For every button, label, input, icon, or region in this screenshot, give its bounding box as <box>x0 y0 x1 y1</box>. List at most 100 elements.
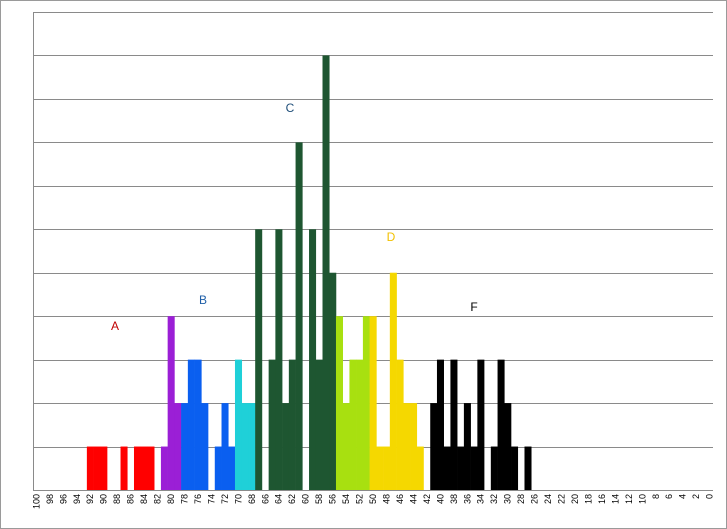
x-tick-label: 76 <box>193 494 203 504</box>
bar <box>181 403 189 490</box>
bar <box>194 359 202 490</box>
x-tick-label: 60 <box>301 494 311 504</box>
bar <box>100 446 108 490</box>
x-tick-label: 36 <box>462 494 472 504</box>
bar <box>329 272 337 490</box>
bar <box>275 229 283 491</box>
bar <box>396 359 404 490</box>
x-tick-label: 82 <box>153 494 163 504</box>
x-tick-label: 100 <box>31 494 41 509</box>
bar <box>315 359 323 490</box>
x-tick-label: 14 <box>610 494 620 504</box>
x-tick-label: 56 <box>328 494 338 504</box>
bar <box>93 446 101 490</box>
x-tick-label: 64 <box>274 494 284 504</box>
bar <box>410 403 418 490</box>
x-tick-label: 88 <box>112 494 122 504</box>
bar <box>160 446 168 490</box>
bar <box>477 359 485 490</box>
x-tick-label: 46 <box>395 494 405 504</box>
bar <box>147 446 155 490</box>
bar <box>497 359 505 490</box>
x-tick-label: 16 <box>597 494 607 504</box>
bar <box>369 316 377 490</box>
annotation: B <box>199 293 207 307</box>
bar <box>403 403 411 490</box>
x-tick-label: 96 <box>58 494 68 504</box>
annotation: D <box>387 230 396 244</box>
x-tick-label: 94 <box>72 494 82 504</box>
annotation: A <box>111 319 119 333</box>
bar <box>282 403 290 490</box>
x-tick-label: 92 <box>85 494 95 504</box>
bar <box>470 446 478 490</box>
x-tick-label: 2 <box>691 494 701 499</box>
bar <box>335 316 344 490</box>
x-tick-label: 68 <box>247 494 257 504</box>
bar <box>167 316 175 490</box>
bar <box>214 446 222 490</box>
bar <box>443 446 451 490</box>
bar <box>295 142 303 490</box>
x-tick-label: 80 <box>166 494 176 504</box>
x-tick-label: 90 <box>99 494 109 504</box>
bar <box>255 229 263 491</box>
bar <box>133 446 142 490</box>
bar <box>430 403 438 490</box>
x-tick-label: 30 <box>503 494 513 504</box>
x-tick-label: 84 <box>139 494 149 504</box>
bar <box>86 446 94 490</box>
x-tick-label: 50 <box>368 494 378 504</box>
annotation: F <box>470 300 477 314</box>
bar <box>389 272 397 490</box>
x-tick-label: 6 <box>664 494 674 499</box>
x-tick-label: 26 <box>530 494 540 504</box>
bar <box>524 446 532 490</box>
bar <box>228 446 236 490</box>
bar <box>463 403 471 490</box>
x-tick-label: 34 <box>476 494 486 504</box>
x-tick-label: 0 <box>705 494 715 499</box>
bar <box>457 446 465 490</box>
x-tick-label: 32 <box>489 494 499 504</box>
bar <box>322 55 330 491</box>
bar <box>248 403 256 490</box>
x-tick-label: 52 <box>355 494 365 504</box>
bar <box>504 403 512 490</box>
x-tick-label: 44 <box>408 494 418 504</box>
bar <box>174 403 182 490</box>
x-tick-label: 18 <box>583 494 593 504</box>
bar <box>450 359 458 490</box>
bar <box>241 403 249 490</box>
bar <box>342 403 350 490</box>
bar <box>383 446 391 490</box>
x-tick-label: 72 <box>220 494 230 504</box>
bar <box>120 446 128 490</box>
bar <box>436 359 444 490</box>
x-tick-label: 62 <box>287 494 297 504</box>
x-tick-label: 48 <box>381 494 391 504</box>
bar <box>376 446 384 490</box>
x-tick-label: 4 <box>678 494 688 499</box>
bar <box>288 359 296 490</box>
bar <box>511 446 519 490</box>
x-tick-label: 20 <box>570 494 580 504</box>
bar <box>490 446 498 490</box>
x-tick-label: 86 <box>126 494 136 504</box>
bar <box>187 359 195 490</box>
x-tick-label: 66 <box>260 494 270 504</box>
bar <box>416 446 424 490</box>
x-tick-label: 28 <box>516 494 526 504</box>
bar <box>268 359 276 490</box>
x-tick-label: 74 <box>206 494 216 504</box>
x-tick-label: 8 <box>651 494 661 499</box>
bar <box>356 359 364 490</box>
bar <box>362 316 370 490</box>
x-tick-label: 58 <box>314 494 324 504</box>
x-tick-label: 38 <box>449 494 459 504</box>
x-tick-label: 54 <box>341 494 351 504</box>
x-tick-label: 22 <box>557 494 567 504</box>
x-tick-label: 10 <box>637 494 647 504</box>
x-tick-label: 78 <box>179 494 189 504</box>
